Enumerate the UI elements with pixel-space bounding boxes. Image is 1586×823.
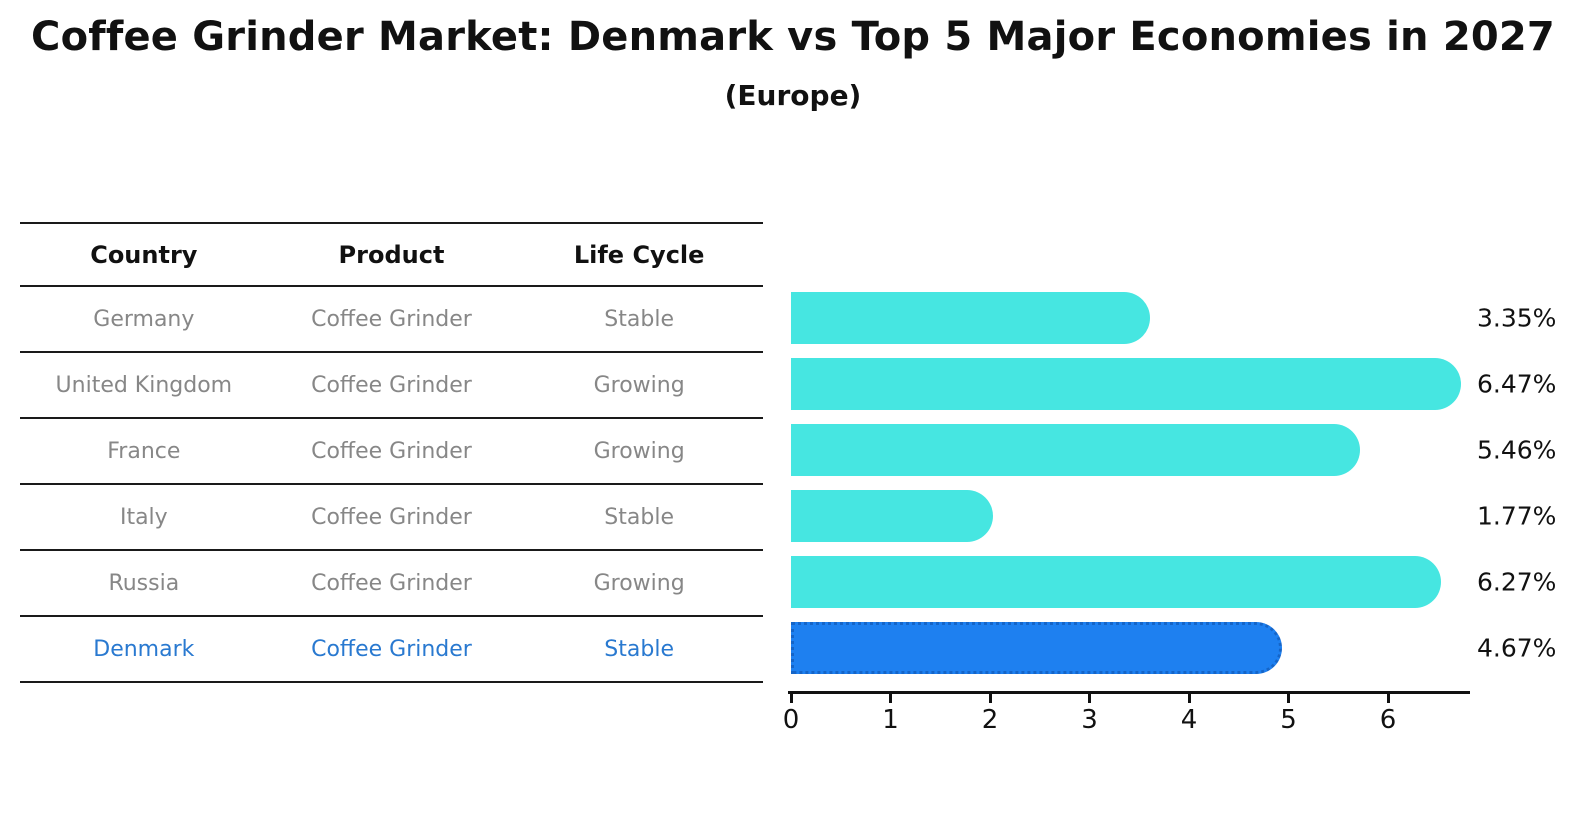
cell-life-cycle: Growing (593, 372, 685, 398)
table-row-italy: Italy Coffee Grinder Stable (20, 485, 763, 551)
table-row-united-kingdom: United Kingdom Coffee Grinder Growing (20, 353, 763, 419)
value-label-russia: 6.27% (1477, 567, 1557, 597)
cell-country: United Kingdom (55, 372, 233, 398)
bar-germany (791, 292, 1151, 344)
column-header-country: Country (90, 240, 198, 269)
x-tick-0 (789, 694, 793, 703)
x-tick-1 (889, 694, 892, 703)
cell-product: Coffee Grinder (311, 306, 472, 332)
x-tick-label-3: 3 (1081, 705, 1098, 735)
cell-life-cycle: Stable (604, 306, 674, 332)
cell-product: Coffee Grinder (311, 372, 472, 398)
x-tick-5 (1287, 694, 1290, 703)
table-header-row: Country Product Life Cycle (20, 224, 763, 287)
country-table: Country Product Life Cycle Germany Coffee… (20, 222, 763, 683)
value-label-italy: 1.77% (1477, 501, 1557, 531)
chart-subtitle: (Europe) (724, 79, 862, 112)
x-tick-label-1: 1 (882, 705, 899, 735)
value-label-germany: 3.35% (1477, 303, 1557, 333)
chart-title: Coffee Grinder Market: Denmark vs Top 5 … (31, 14, 1555, 60)
value-label-france: 5.46% (1477, 435, 1557, 465)
x-tick-4 (1187, 694, 1191, 703)
cell-life-cycle: Growing (593, 438, 685, 464)
cell-life-cycle: Stable (604, 504, 674, 530)
table-row-germany: Germany Coffee Grinder Stable (20, 287, 763, 353)
bar-united-kingdom (791, 358, 1461, 410)
bar-russia (791, 556, 1441, 608)
cell-life-cycle: Stable (604, 636, 674, 662)
x-tick-3 (1088, 694, 1091, 703)
table-row-denmark: Denmark Coffee Grinder Stable (20, 617, 763, 683)
cell-country: Italy (119, 504, 168, 530)
x-tick-label-6: 6 (1379, 705, 1397, 735)
x-tick-label-4: 4 (1180, 705, 1198, 735)
cell-product: Coffee Grinder (311, 636, 472, 662)
x-tick-label-5: 5 (1280, 705, 1297, 735)
x-tick-6 (1386, 694, 1390, 703)
cell-life-cycle: Growing (593, 570, 685, 596)
cell-country: Russia (108, 570, 180, 596)
column-header-life-cycle: Life Cycle (573, 240, 705, 269)
bar-france (791, 424, 1361, 476)
value-label-denmark: 4.67% (1477, 633, 1557, 663)
cell-product: Coffee Grinder (311, 438, 472, 464)
bar-italy (791, 490, 994, 542)
x-tick-label-0: 0 (782, 705, 800, 735)
cell-product: Coffee Grinder (311, 570, 472, 596)
x-tick-2 (988, 694, 992, 703)
table-row-france: France Coffee Grinder Growing (20, 419, 763, 485)
cell-country: Denmark (93, 636, 195, 662)
x-tick-label-2: 2 (981, 705, 999, 735)
bar-denmark (791, 622, 1282, 674)
value-label-united-kingdom: 6.47% (1477, 369, 1557, 399)
cell-country: France (107, 438, 181, 464)
table-row-russia: Russia Coffee Grinder Growing (20, 551, 763, 617)
cell-country: Germany (93, 306, 195, 332)
x-axis-line (788, 691, 1470, 694)
cell-product: Coffee Grinder (311, 504, 472, 530)
column-header-product: Product (338, 240, 445, 269)
